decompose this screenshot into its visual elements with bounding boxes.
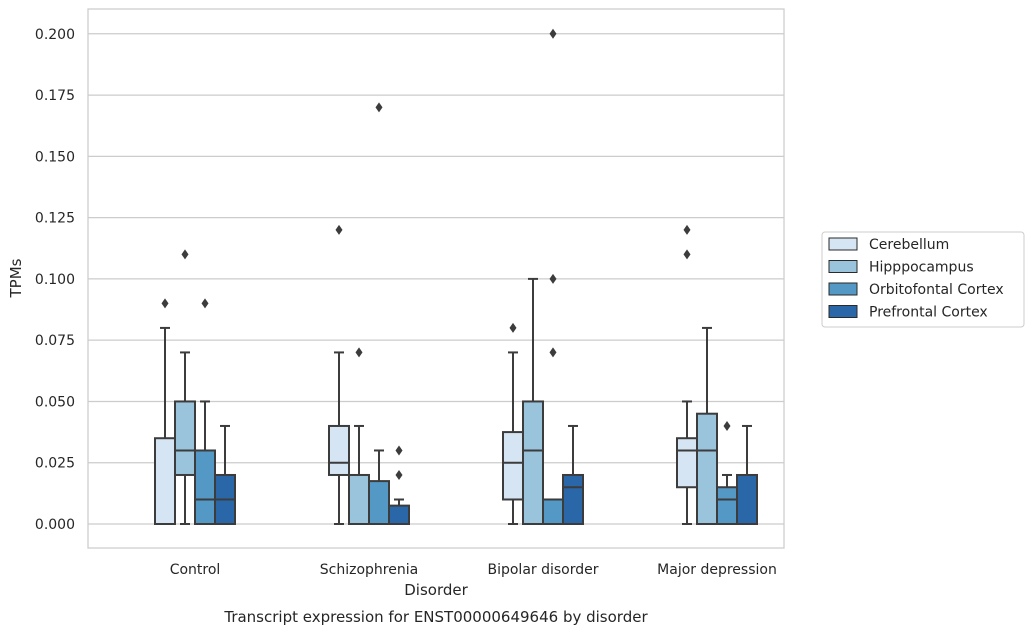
flier-point — [549, 273, 557, 284]
box — [562, 473, 584, 526]
y-tick-label: 0.100 — [35, 272, 75, 288]
legend-swatch — [828, 305, 858, 318]
box — [328, 424, 350, 476]
flier-point — [395, 469, 403, 480]
legend-label: Prefrontal Cortex — [869, 305, 988, 321]
box-groups — [154, 28, 758, 526]
chart-title: Transcript expression for ENST0000064964… — [223, 608, 648, 626]
flier-point — [355, 347, 363, 358]
box — [696, 412, 718, 525]
y-tick-label: 0.200 — [35, 27, 75, 43]
box — [348, 473, 370, 526]
y-tick-label: 0.025 — [35, 456, 75, 472]
box — [676, 437, 698, 489]
legend-label: Hipppocampus — [869, 260, 974, 276]
flier-point — [201, 298, 209, 309]
x-tick-label: Bipolar disorder — [487, 562, 598, 578]
flier-point — [161, 298, 169, 309]
legend-label: Orbitofontal Cortex — [869, 282, 1004, 298]
box — [502, 431, 524, 501]
flier-point — [723, 420, 731, 431]
x-tick-label: Major depression — [657, 562, 777, 578]
y-tick-label: 0.125 — [35, 211, 75, 227]
flier-point — [375, 102, 383, 113]
box-group-bipolar-disorder — [502, 28, 584, 526]
flier-point — [549, 28, 557, 39]
y-tick-label: 0.175 — [35, 88, 75, 104]
plot-frame — [87, 8, 785, 549]
box — [388, 504, 410, 525]
flier-point — [395, 445, 403, 456]
x-axis-title: Disorder — [404, 581, 468, 599]
x-tick-label: Schizophrenia — [320, 562, 418, 578]
flier-point — [181, 249, 189, 260]
legend-swatch — [828, 260, 858, 273]
flier-point — [509, 322, 517, 333]
legend-label: Cerebellum — [869, 237, 949, 253]
x-tick-label: Control — [170, 562, 221, 578]
flier-point — [335, 224, 343, 235]
box-group-schizophrenia — [328, 102, 410, 526]
y-tick-label: 0.050 — [35, 394, 75, 410]
box-group-major-depression — [676, 224, 758, 526]
y-tick-label: 0.000 — [35, 517, 75, 533]
x-tick-labels: Control Schizophrenia Bipolar disorder Majo… — [170, 562, 777, 578]
flier-point — [549, 347, 557, 358]
box — [522, 400, 544, 526]
box — [542, 498, 564, 525]
box-group-control — [154, 249, 236, 526]
y-axis-title: TPMs — [7, 258, 25, 298]
legend-swatch — [828, 282, 858, 296]
box — [736, 473, 758, 526]
box — [716, 486, 738, 525]
flier-point — [683, 249, 691, 260]
legend-frame — [821, 231, 1025, 328]
box — [194, 449, 216, 525]
y-tick-label: 0.075 — [35, 333, 75, 349]
y-tick-labels: 0.000 0.025 0.050 0.075 0.100 0.125 0.150 0.175… — [35, 27, 75, 533]
y-tick-label: 0.150 — [35, 149, 75, 165]
box — [368, 480, 390, 526]
flier-point — [683, 224, 691, 235]
box — [154, 437, 176, 525]
legend-swatch — [828, 237, 858, 251]
legend: Cerebellum Hipppocampus Orbitofontal Corte… — [821, 231, 1025, 328]
box — [174, 400, 196, 476]
